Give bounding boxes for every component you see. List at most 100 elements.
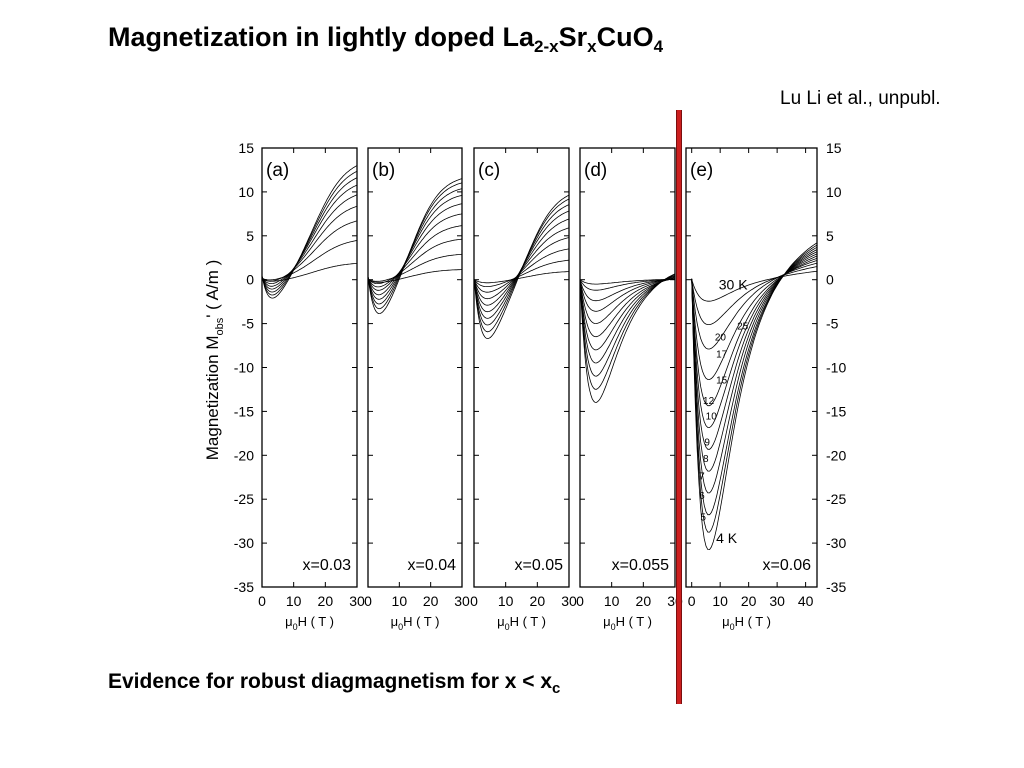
y-tick-label-left: 0 — [246, 272, 254, 288]
x-tick-label: 20 — [530, 593, 546, 609]
series-curve — [691, 260, 818, 380]
series-curve — [691, 249, 818, 494]
panel-tag: (c) — [478, 160, 500, 181]
x-tick-label: 30 — [561, 593, 577, 609]
series-curve — [367, 225, 463, 288]
series-curve — [367, 188, 463, 305]
title-text-cuo: CuO — [596, 22, 654, 52]
y-tick-label-right: -15 — [826, 403, 846, 419]
y-tick-label-right: 0 — [826, 272, 834, 288]
x-axis-label: μ0H ( T ) — [497, 614, 546, 632]
panel-tag: (d) — [584, 160, 607, 181]
series-curve — [691, 242, 818, 551]
series-curve — [367, 182, 463, 310]
temperature-label: 15 — [716, 376, 728, 387]
y-tick-label-left: -30 — [234, 535, 254, 551]
series-curve — [367, 203, 463, 296]
title-text: Magnetization in lightly doped La — [108, 22, 534, 52]
series-curve — [691, 270, 818, 302]
panel-frame — [261, 147, 358, 588]
panel-tag: (b) — [372, 160, 395, 181]
temperature-label: 10 — [706, 411, 718, 422]
series-curve — [367, 194, 463, 300]
series-curve — [579, 278, 676, 302]
series-curve — [691, 257, 818, 407]
series-curve — [261, 240, 358, 281]
y-tick-label-right: 10 — [826, 184, 842, 200]
title-subscript-2: x — [587, 37, 597, 56]
series-curve — [367, 213, 463, 291]
x-tick-label: 30 — [454, 593, 470, 609]
temperature-label: 20 — [715, 332, 727, 343]
x-axis-label: μ0H ( T ) — [285, 614, 334, 632]
series-curve — [579, 276, 676, 364]
series-curve — [473, 259, 570, 287]
series-curve — [473, 204, 570, 326]
x-tick-label: 0 — [470, 593, 478, 609]
panel-1: 0 10 20 30 μ0H ( T ) (b) x=0.04 — [364, 147, 470, 632]
x-axis-label: μ0H ( T ) — [722, 614, 771, 632]
x-tick-label: 10 — [498, 593, 514, 609]
x-axis-label: μ0H ( T ) — [603, 614, 652, 632]
y-tick-label-left: -20 — [234, 447, 254, 463]
series-curve — [261, 220, 358, 282]
series-curve — [367, 269, 462, 283]
series-curve — [261, 205, 358, 284]
x-axis-label: μ0H ( T ) — [391, 614, 440, 632]
series-curve — [261, 177, 358, 293]
y-tick-label-left: -15 — [234, 403, 254, 419]
series-curve — [261, 194, 358, 287]
x-tick-label: 20 — [741, 593, 757, 609]
series-curve — [473, 248, 570, 293]
x-tick-label: 10 — [392, 593, 408, 609]
slide-title: Magnetization in lightly doped La2-xSrxC… — [108, 22, 663, 57]
y-tick-label-left: -5 — [242, 316, 255, 332]
x-tick-label: 20 — [636, 593, 652, 609]
x-tick-label: 10 — [712, 593, 728, 609]
series-curve — [579, 273, 676, 403]
credit-text: Lu Li et al., unpubl. — [780, 88, 941, 109]
title-subscript-1: 2-x — [534, 37, 559, 56]
series-curve — [691, 244, 818, 533]
panel-0: 0 10 20 30 μ0H ( T ) (a) x=0.03 — [258, 147, 365, 632]
x-tick-label: 0 — [364, 593, 372, 609]
series-curve — [261, 184, 358, 290]
x-tick-label: 0 — [576, 593, 584, 609]
series-curve — [473, 237, 570, 300]
series-curve — [579, 278, 676, 325]
y-tick-label-right: 15 — [826, 140, 842, 156]
series-curve — [579, 278, 676, 312]
x-tick-label: 10 — [286, 593, 302, 609]
temperature-label: 12 — [703, 396, 715, 407]
series-curve — [579, 279, 676, 291]
x-tick-label: 10 — [604, 593, 620, 609]
y-tick-label-right: -35 — [826, 579, 846, 595]
series-curve — [473, 210, 570, 319]
y-tick-label-right: -30 — [826, 535, 846, 551]
series-curve — [691, 246, 818, 516]
temperature-label: 4 K — [716, 530, 738, 546]
series-curve — [473, 227, 570, 306]
series-curve — [261, 165, 358, 299]
slide-caption: Evidence for robust diagmagnetism for x … — [108, 670, 560, 697]
x-tick-label: 30 — [769, 593, 785, 609]
temperature-label: 30 K — [719, 276, 748, 292]
panel-tag: (e) — [690, 160, 713, 181]
doping-label: x=0.03 — [303, 557, 352, 574]
panel-frame — [367, 147, 463, 588]
series-curve — [691, 253, 818, 450]
red-marker-line — [676, 110, 682, 704]
doping-label: x=0.04 — [408, 557, 457, 574]
x-tick-label: 30 — [349, 593, 365, 609]
y-tick-label-left: 10 — [238, 184, 254, 200]
temperature-label: 25 — [737, 322, 749, 333]
panel-tag: (a) — [266, 160, 289, 181]
series-curve — [691, 266, 818, 325]
series-curve — [691, 262, 818, 350]
caption-subscript: c — [552, 680, 561, 697]
panel-frame — [579, 147, 676, 588]
x-tick-label: 20 — [423, 593, 439, 609]
